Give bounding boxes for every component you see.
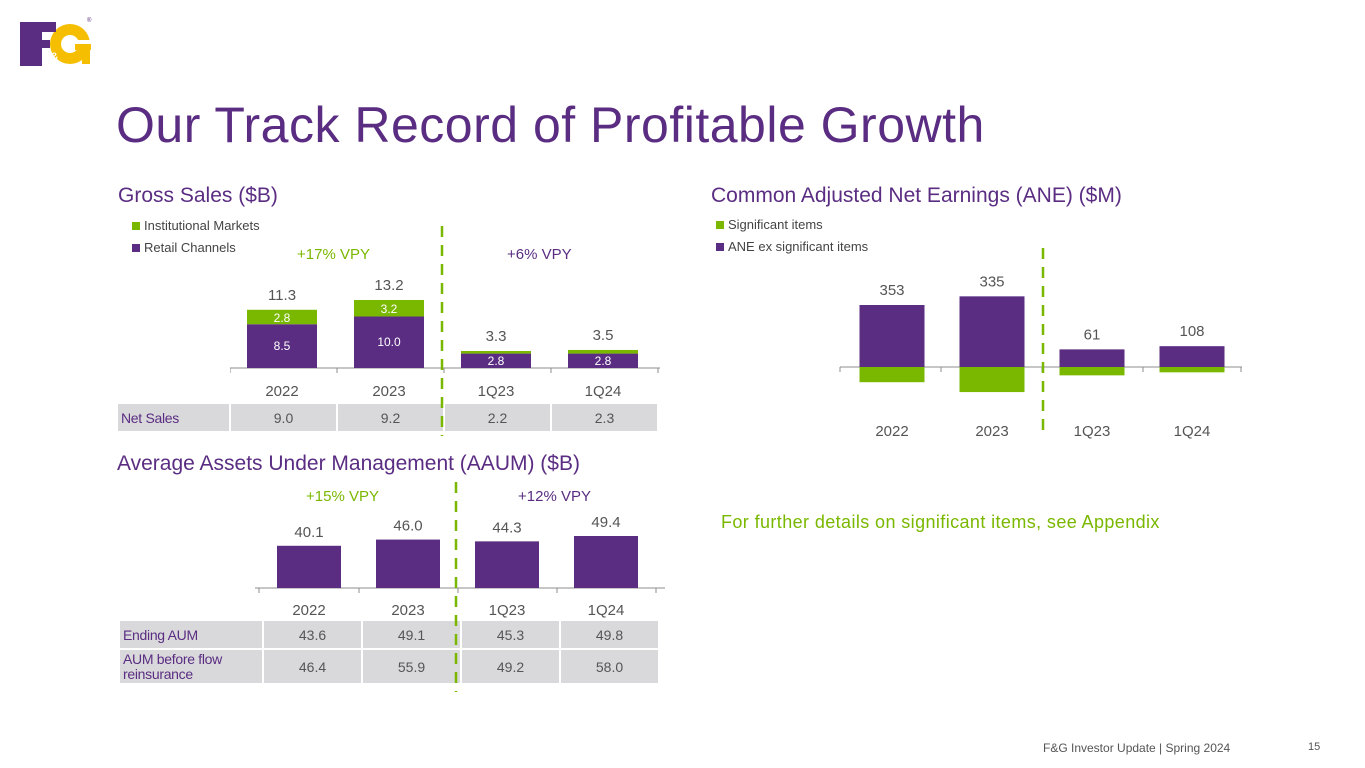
ane-total-label: 108: [1179, 323, 1204, 340]
aum-before-reinsurance-cell: 49.2: [462, 650, 559, 683]
category-label: 1Q24: [588, 602, 625, 619]
gross-sales-vpy-quarter: +6% VPY: [507, 246, 572, 263]
gross-sales-vpy-annual: +17% VPY: [297, 246, 370, 263]
gross-sales-divider: [440, 226, 444, 436]
aaum-vpy-annual: +15% VPY: [306, 488, 379, 505]
page-title: Our Track Record of Profitable Growth: [116, 97, 985, 153]
aaum-divider: [454, 482, 458, 692]
table-row: AUM before flow reinsurance 46.4 55.9 49…: [120, 650, 658, 683]
ane-total-label: 335: [979, 273, 1004, 290]
retail-bar: [354, 316, 424, 368]
legend-retail: Retail Channels: [132, 240, 236, 255]
aum-before-reinsurance-cell: 46.4: [264, 650, 361, 683]
category-label: 2023: [372, 383, 405, 400]
category-label: 1Q23: [489, 602, 526, 619]
svg-text:®: ®: [87, 17, 92, 24]
green-swatch-icon: [716, 220, 724, 229]
aaum-table: Ending AUM 43.6 49.1 45.3 49.8 AUM befor…: [118, 619, 660, 685]
institutional-value-label: 3.2: [381, 302, 398, 316]
aaum-value-label: 40.1: [294, 524, 323, 541]
table-row: Ending AUM 43.6 49.1 45.3 49.8: [120, 621, 658, 648]
net-sales-table: Net Sales 9.0 9.2 2.2 2.3: [116, 402, 659, 433]
ending-aum-cell: 49.8: [561, 621, 658, 648]
aaum-chart: 40.1 2022 46.0 2023 44.3 1Q23 49.4 1Q24: [255, 514, 665, 619]
legend-ane-ex: ANE ex significant items: [716, 239, 868, 254]
aaum-bar: [574, 536, 638, 588]
gross-sales-chart: 8.5 2.8 11.3 2022 10.0 3.2 13.2 2023 2.8 3.3 1Q23 2…: [230, 277, 660, 400]
aaum-title: Average Assets Under Management (AAUM) (…: [117, 452, 580, 475]
category-label: 1Q23: [1074, 423, 1111, 440]
ane-total-label: 61: [1084, 326, 1101, 343]
retail-value-label: 8.5: [274, 339, 291, 353]
retail-value-label: 2.8: [488, 354, 505, 368]
ending-aum-cell: 43.6: [264, 621, 361, 648]
retail-bar: [247, 324, 317, 368]
net-sales-cell: 2.2: [445, 404, 550, 431]
ane-title: Common Adjusted Net Earnings (ANE) ($M): [711, 184, 1122, 207]
aaum-value-label: 44.3: [492, 519, 521, 536]
significant-items-bar: [959, 367, 1025, 393]
purple-swatch-icon: [132, 243, 140, 252]
ane-ex-significant-bar: [1159, 346, 1225, 367]
appendix-note: For further details on significant items…: [721, 512, 1160, 532]
retail-value-label: 10.0: [377, 335, 401, 349]
institutional-bar: [247, 309, 317, 325]
ending-aum-label: Ending AUM: [120, 621, 262, 648]
category-label: 2022: [875, 423, 908, 440]
net-sales-cell: 9.0: [231, 404, 336, 431]
legend-institutional: Institutional Markets: [132, 218, 260, 233]
page-number: 15: [1308, 741, 1321, 753]
ane-divider: [1041, 248, 1045, 436]
total-value-label: 13.2: [374, 277, 403, 294]
total-value-label: 3.3: [486, 328, 507, 345]
category-label: 2022: [292, 602, 325, 619]
retail-bar: [461, 353, 531, 368]
category-label: 1Q23: [478, 383, 515, 400]
ane-ex-significant-bar: [1059, 349, 1125, 367]
aaum-bar: [277, 545, 341, 588]
fg-logo: & ®: [20, 17, 92, 66]
category-label: 2022: [265, 383, 298, 400]
retail-bar: [568, 353, 638, 368]
institutional-bar: [354, 300, 424, 317]
category-label: 2023: [391, 602, 424, 619]
aum-before-reinsurance-label: AUM before flow reinsurance: [120, 650, 262, 683]
total-value-label: 11.3: [268, 287, 296, 304]
aaum-value-label: 46.0: [393, 518, 422, 535]
category-label: 2023: [975, 423, 1008, 440]
ending-aum-cell: 49.1: [363, 621, 460, 648]
category-label: 1Q24: [585, 383, 622, 400]
svg-text:&: &: [50, 50, 59, 64]
ane-total-label: 353: [879, 282, 904, 299]
aaum-value-label: 49.4: [591, 514, 620, 531]
significant-items-bar: [1059, 367, 1125, 376]
institutional-bar: [461, 351, 531, 354]
category-label: 1Q24: [1174, 423, 1211, 440]
legend-significant: Significant items: [716, 217, 823, 232]
gross-sales-title: Gross Sales ($B): [118, 184, 278, 207]
green-swatch-icon: [132, 221, 140, 230]
institutional-value-label: 2.8: [274, 311, 291, 325]
significant-items-bar: [859, 367, 925, 383]
aaum-bar: [376, 539, 440, 588]
net-sales-cell: 2.3: [552, 404, 657, 431]
total-value-label: 3.5: [593, 327, 614, 344]
retail-value-label: 2.8: [595, 354, 612, 368]
net-sales-cell: 9.2: [338, 404, 443, 431]
significant-items-bar: [1159, 367, 1225, 373]
ane-ex-significant-bar: [959, 296, 1025, 367]
aum-before-reinsurance-cell: 58.0: [561, 650, 658, 683]
net-sales-label: Net Sales: [118, 404, 229, 431]
ending-aum-cell: 45.3: [462, 621, 559, 648]
purple-swatch-icon: [716, 242, 724, 251]
table-row: Net Sales 9.0 9.2 2.2 2.3: [118, 404, 657, 431]
aaum-vpy-quarter: +12% VPY: [518, 488, 591, 505]
ane-chart: 353 2022 335 2023 61 1Q23 108 1Q24: [839, 273, 1242, 440]
aum-before-reinsurance-cell: 55.9: [363, 650, 460, 683]
institutional-bar: [568, 349, 638, 354]
ane-ex-significant-bar: [859, 305, 925, 367]
aaum-bar: [475, 541, 539, 588]
footer-text: F&G Investor Update | Spring 2024: [1043, 741, 1231, 755]
